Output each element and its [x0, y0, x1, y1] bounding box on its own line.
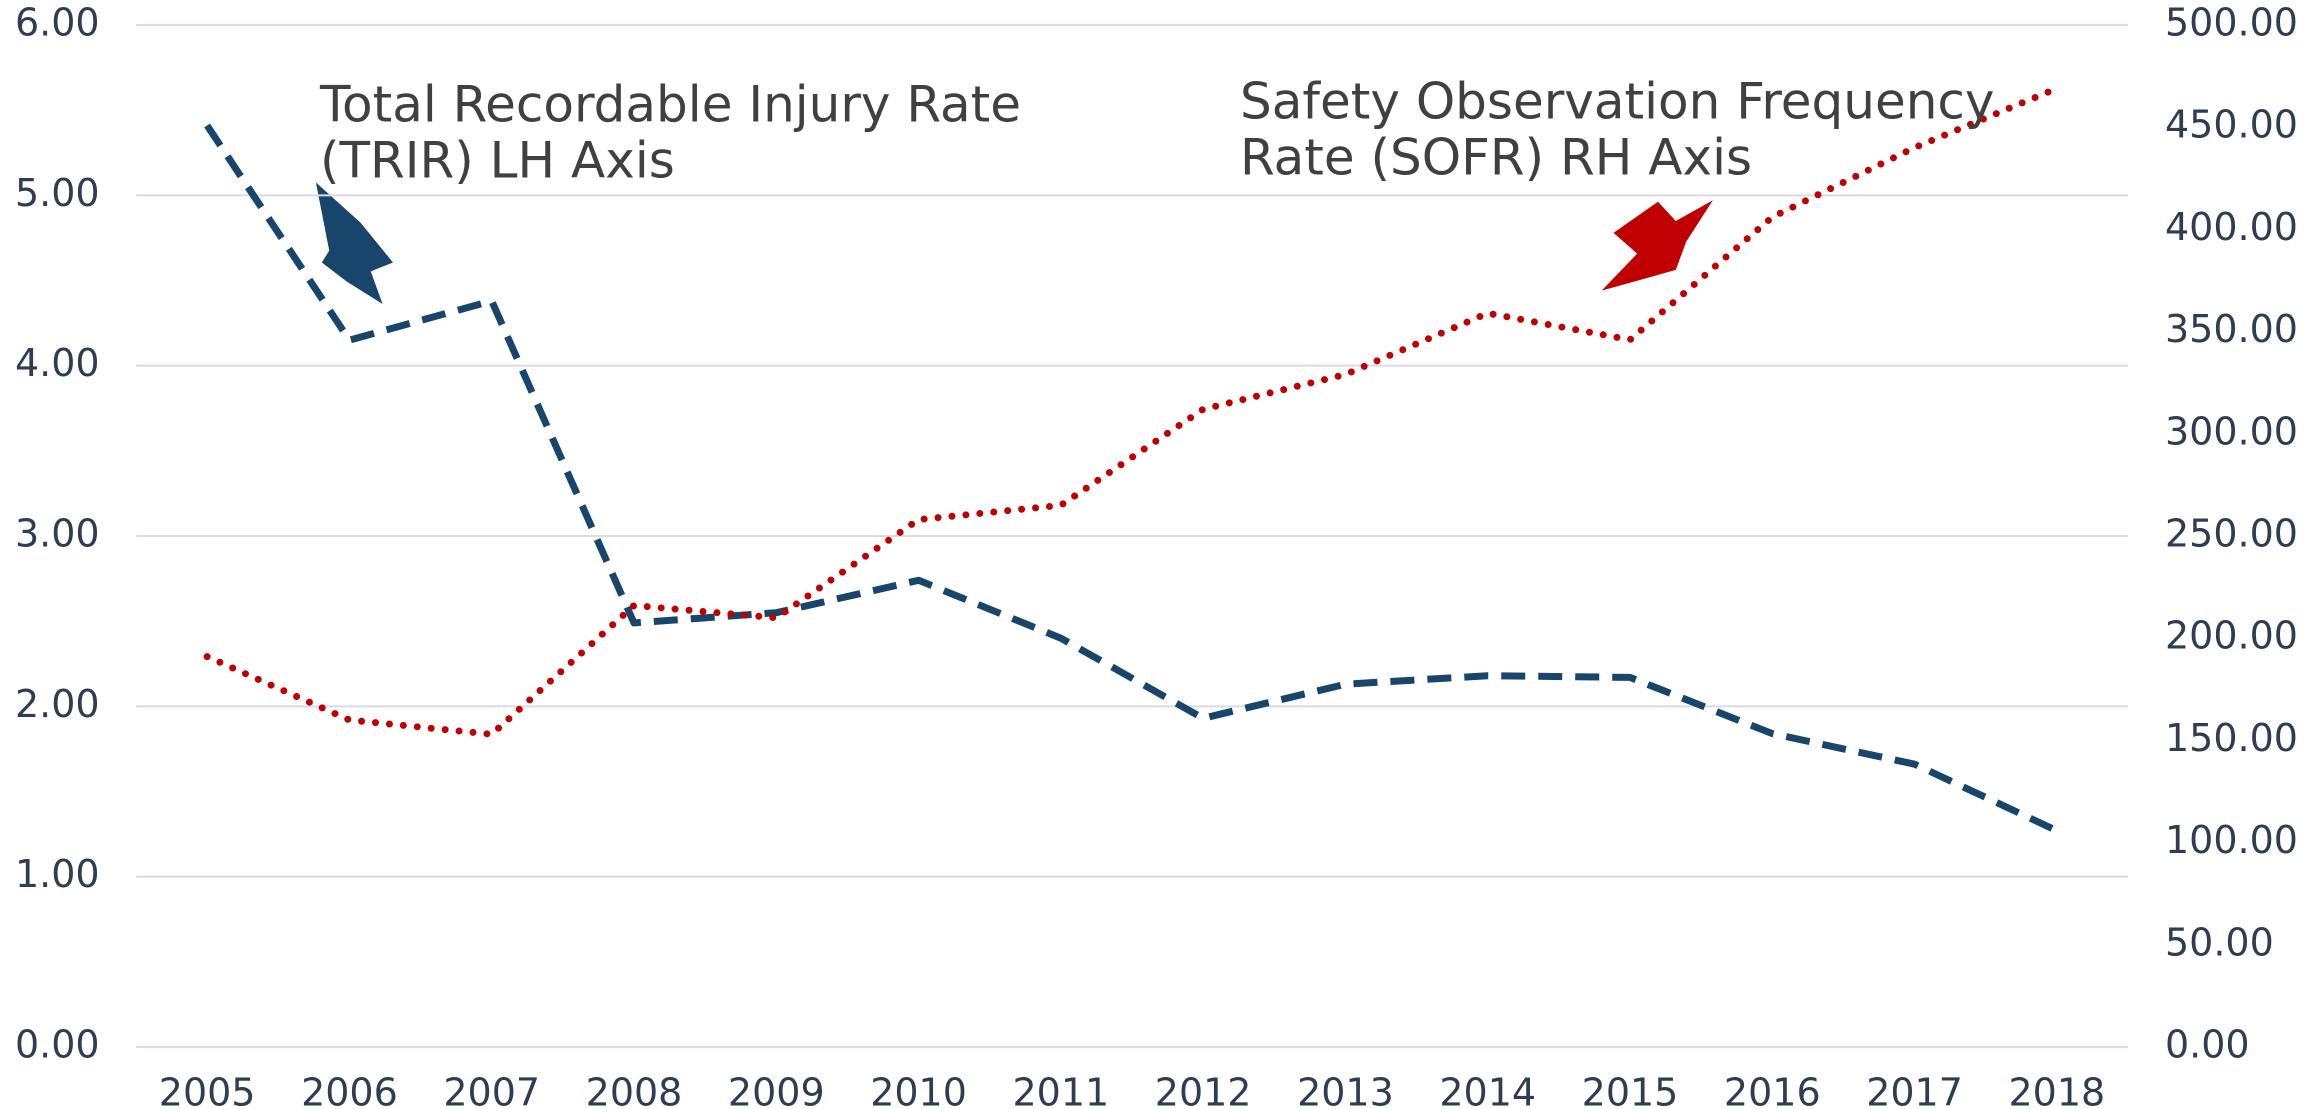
x-tick-label: 2008: [586, 1071, 683, 1109]
y2-tick-label: 150.00: [2165, 716, 2298, 760]
y2-tick-label: 350.00: [2165, 307, 2298, 351]
arrows: [315, 182, 1713, 305]
y2-tick-label: 500.00: [2165, 1, 2298, 45]
y2-tick-label: 250.00: [2165, 512, 2298, 556]
y-tick-label: 1.00: [15, 852, 100, 896]
y-tick-label: 0.00: [15, 1023, 100, 1067]
x-tick-label: 2010: [870, 1071, 967, 1109]
x-tick-label: 2011: [1012, 1071, 1109, 1109]
y-tick-label: 2.00: [15, 682, 100, 726]
y-tick-label: 5.00: [15, 171, 100, 215]
annotation: Rate (SOFR) RH Axis: [1240, 129, 1752, 187]
y2-tick-label: 450.00: [2165, 103, 2298, 147]
x-tick-label: 2012: [1155, 1071, 1252, 1109]
x-tick-label: 2007: [443, 1071, 540, 1109]
y2-tick-label: 300.00: [2165, 409, 2298, 453]
y-tick-label: 4.00: [15, 341, 100, 385]
series-line: [204, 123, 2059, 834]
x-tick-label: 2005: [159, 1071, 256, 1109]
y2-tick-label: 50.00: [2165, 920, 2274, 964]
annotation: Safety Observation Frequency: [1240, 73, 1995, 131]
x-tick-label: 2013: [1297, 1071, 1394, 1109]
x-tick-label: 2016: [1724, 1071, 1821, 1109]
x-tick-label: 2006: [301, 1071, 398, 1109]
x-tick-label: 2014: [1439, 1071, 1536, 1109]
y2-tick-label: 0.00: [2165, 1023, 2250, 1067]
annotation: (TRIR) LH Axis: [320, 132, 675, 190]
x-tick-label: 2015: [1582, 1071, 1679, 1109]
y2-tick-label: 400.00: [2165, 205, 2298, 249]
annotation: Total Recordable Injury Rate: [319, 76, 1021, 134]
x-tick-label: 2009: [728, 1071, 825, 1109]
y2-tick-label: 200.00: [2165, 614, 2298, 658]
x-tick-label: 2017: [1866, 1071, 1963, 1109]
x-tick-label: 2018: [2008, 1071, 2105, 1109]
y-tick-label: 6.00: [15, 1, 100, 45]
y-tick-label: 3.00: [15, 512, 100, 556]
y2-tick-label: 100.00: [2165, 818, 2298, 862]
red-arrow: [1601, 200, 1713, 291]
blue-arrow: [315, 182, 393, 305]
series-line: [203, 84, 2061, 738]
